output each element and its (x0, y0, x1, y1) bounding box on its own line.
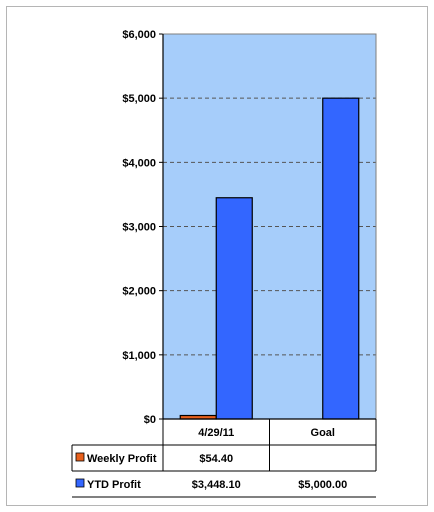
y-tick-label: $2,000 (122, 286, 156, 298)
y-tick-label: $6,000 (122, 29, 156, 41)
y-tick-label: $1,000 (122, 350, 156, 362)
y-tick-labels: $0 $1,000 $2,000 $3,000 $4,000 $5,000 $6,000 (122, 29, 156, 426)
legend-swatch (75, 478, 85, 488)
data-label: $5,000.00 (298, 479, 347, 491)
y-tick-label: $3,000 (122, 222, 156, 234)
bars (179, 97, 360, 420)
bar-ytd-profit (322, 97, 360, 420)
data-label: $54.40 (199, 453, 233, 465)
legend-label: YTD Profit (87, 479, 141, 491)
legend-label: Weekly Profit (87, 453, 157, 465)
legend-swatch (75, 452, 85, 462)
y-tick-label: $0 (144, 414, 156, 426)
data-table: 4/29/11 Goal Weekly Profit $54.40 YTD Profit… (71, 419, 377, 498)
y-tick-label: $5,000 (122, 93, 156, 105)
bar-ytd-profit (215, 197, 253, 420)
y-tick-label: $4,000 (122, 157, 156, 169)
x-tick-label: 4/29/11 (198, 427, 234, 439)
x-tick-label: Goal (311, 427, 335, 439)
data-label: $3,448.10 (192, 479, 241, 491)
